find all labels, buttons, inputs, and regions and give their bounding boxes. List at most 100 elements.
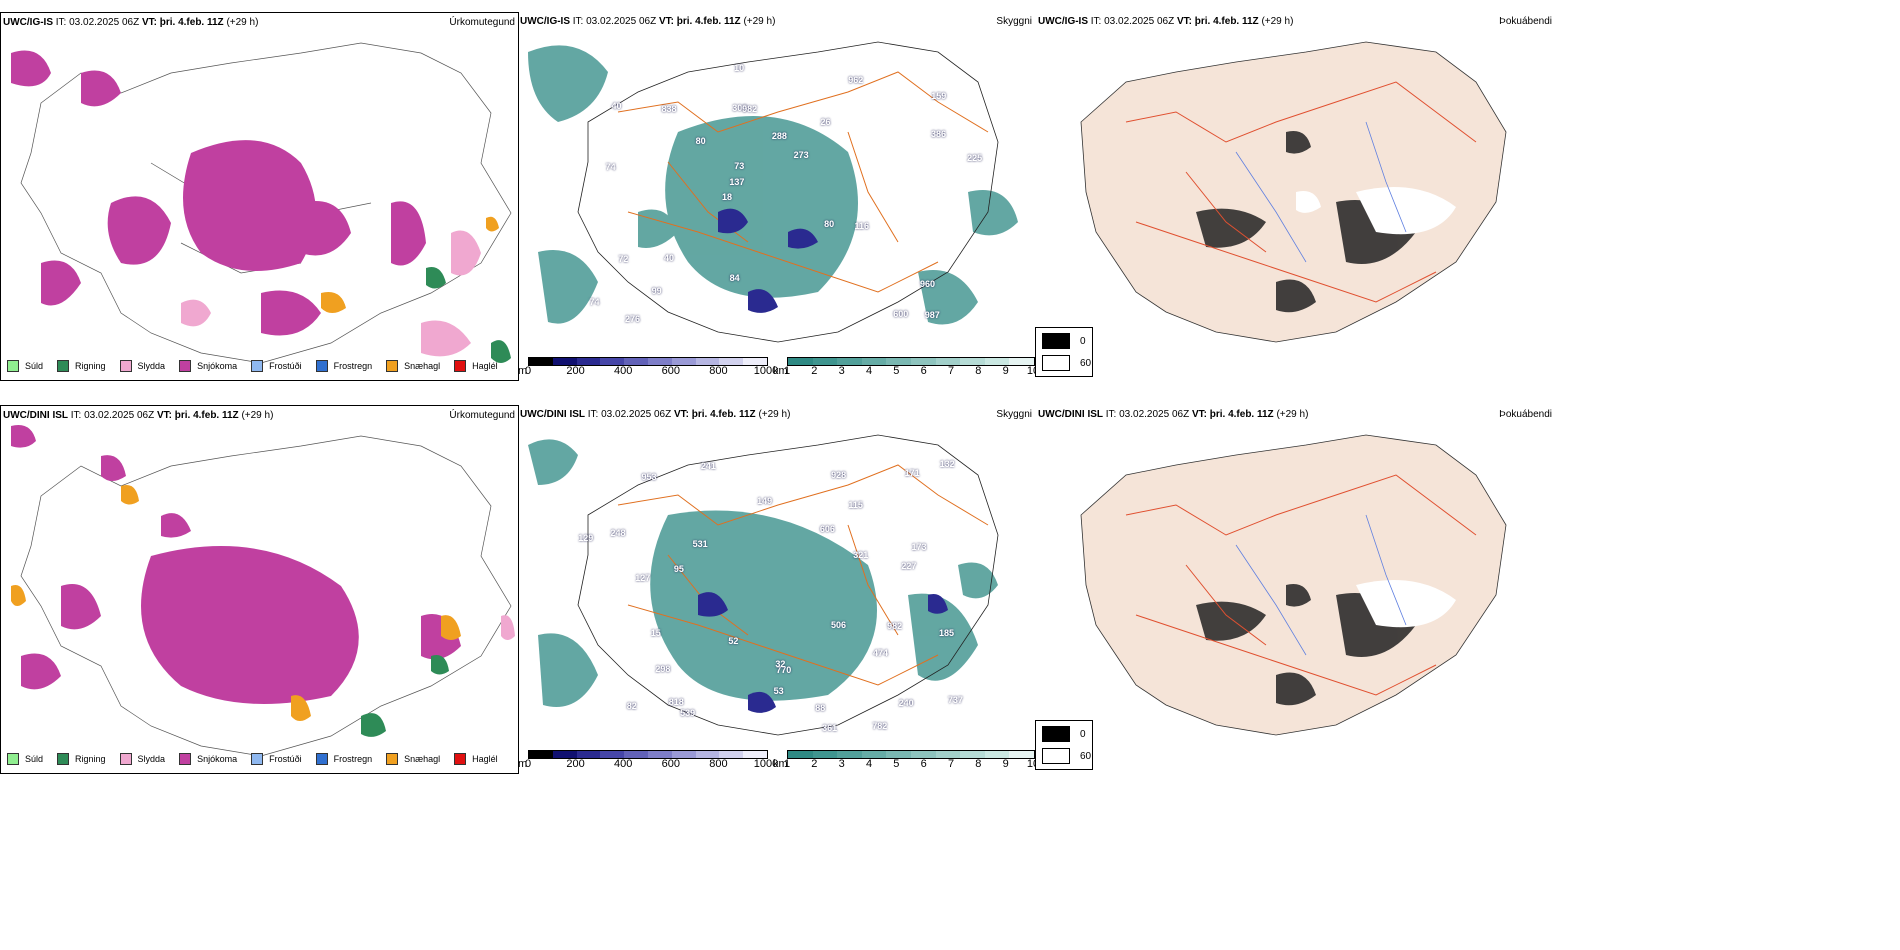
colorbar-tick: 2	[811, 365, 818, 377]
top-precip-map	[11, 42, 512, 364]
cloudbase-label: 18	[722, 192, 733, 203]
cloudbase-label: 185	[939, 627, 955, 638]
legend-item-frostúði: Frostúði	[251, 753, 302, 765]
cloudbase-label: 273	[793, 150, 809, 161]
cloudbase-label: 52	[728, 636, 739, 647]
cloudbase-label: 506	[830, 619, 846, 630]
cloudbase-label: 531	[692, 539, 708, 550]
panel-title: Þokuábendi	[1499, 409, 1552, 420]
top-cloud-map	[528, 41, 1018, 343]
cloudbase-label: 770	[776, 664, 792, 675]
cloudbase-label: 159	[931, 90, 947, 101]
cloudbase-label: 74	[589, 297, 600, 308]
panel-title: Þokuábendi	[1499, 16, 1552, 27]
cloudbase-label: 838	[661, 104, 677, 115]
cloudbase-label: 737	[947, 695, 963, 706]
cloudbase-label: 72	[618, 254, 629, 265]
cloudbase-label: 782	[872, 720, 888, 731]
legend-item-frostregn: Frostregn	[315, 360, 372, 372]
bottom-visibility-colorbar: km 1 2 3 4 5 6 7 8 9 10	[773, 750, 1039, 772]
cloudbase-label: 953	[641, 471, 657, 482]
cloudbase-label: 225	[967, 153, 983, 164]
cloudbase-label: 95	[673, 563, 684, 574]
colorbar-tick: 600	[661, 365, 680, 377]
legend-item-slydda: Slydda	[119, 360, 165, 372]
cloudbase-label: 361	[822, 722, 838, 733]
cloudbase-label: 80	[695, 136, 706, 146]
header-bottom-cloud: UWC/DINI ISL IT: 03.02.2025 06Z VT: þri.…	[520, 409, 791, 420]
bottom-fog-legend: 0 60	[1035, 720, 1093, 770]
top-fog-map	[1080, 41, 1507, 343]
legend-item-snjókoma: Snjókoma	[179, 753, 237, 765]
colorbar-tick: 9	[1002, 365, 1009, 377]
colorbar-tick: 800	[709, 365, 728, 377]
colorbar-tick: 1000	[753, 758, 779, 770]
legend-item-snæhagl: Snæhagl	[386, 360, 440, 372]
cloudbase-label: 298	[655, 663, 671, 674]
bottom-cloudbase-colorbar: m 0 200 400 600 800 1000	[518, 750, 778, 772]
colorbar-tick: 6	[920, 365, 927, 377]
colorbar-tick: 200	[566, 365, 585, 377]
legend-item-haglél: Haglél	[454, 360, 498, 372]
colorbar-tick: 4	[865, 365, 873, 377]
cloudbase-label: 288	[771, 130, 787, 141]
cloudbase-label: 960	[919, 278, 935, 289]
colorbar-tick: 0	[524, 758, 532, 770]
cloudbase-label: 137	[729, 176, 745, 187]
cloudbase-label: 99	[651, 285, 662, 296]
legend-item-súld: Súld	[7, 753, 43, 765]
header-top-fog: UWC/IG-IS IT: 03.02.2025 06Z VT: þri. 4.…	[1038, 16, 1294, 27]
cloudbase-label: 15	[650, 627, 661, 638]
panel-title: Úrkomutegund	[449, 17, 515, 28]
colorbar-tick: 200	[566, 758, 585, 770]
cloudbase-label: 129	[578, 533, 594, 544]
colorbar-tick: 400	[614, 758, 633, 770]
legend-item-snjókoma: Snjókoma	[179, 360, 237, 372]
cloudbase-label: 240	[898, 697, 914, 708]
top-fog-legend: 0 60	[1035, 327, 1093, 377]
bottom-cloud-panel: 185 782 770 82 32 531 241 115 361 227 506 171 129 321…	[518, 405, 1035, 772]
cloudbase-label: 149	[757, 495, 773, 506]
header-top-precip: UWC/IG-IS IT: 03.02.2025 06Z VT: þri. 4.…	[3, 17, 259, 28]
header-bottom-precip: UWC/DINI ISL IT: 03.02.2025 06Z VT: þri.…	[3, 410, 274, 421]
cloudbase-label: 276	[624, 313, 640, 324]
cloudbase-label: 88	[815, 702, 826, 713]
colorbar-tick: 9	[1002, 758, 1009, 770]
legend-item-súld: Súld	[7, 360, 43, 372]
cloudbase-label: 928	[831, 470, 847, 481]
model-name: UWC/IG-IS	[3, 17, 53, 28]
colorbar-tick: 800	[709, 758, 728, 770]
legend-item-frostregn: Frostregn	[315, 753, 372, 765]
cloudbase-label: 32	[775, 658, 786, 669]
cloudbase-label: 539	[680, 708, 696, 719]
precip-type-legend: Súld Rigning Slydda Snjókoma Frostúði Frostre…	[7, 360, 498, 372]
bottom-fog-map	[1080, 434, 1507, 736]
colorbar-tick: 0	[524, 365, 532, 377]
legend-item-rigning: Rigning	[57, 360, 106, 372]
cloudbase-label: 474	[873, 647, 889, 658]
colorbar-tick: 1	[783, 758, 791, 770]
cloudbase-label: 26	[820, 116, 831, 127]
cloudbase-label: 73	[734, 161, 745, 171]
cloudbase-label: 82	[626, 701, 637, 712]
cloudbase-label: 132	[939, 459, 955, 469]
precip-type-legend: Súld Rigning Slydda Snjókoma Frostúði Frostre…	[7, 753, 498, 765]
header-top-cloud: UWC/IG-IS IT: 03.02.2025 06Z VT: þri. 4.…	[520, 16, 776, 27]
colorbar-tick: 4	[865, 758, 873, 770]
cloudbase-label: 386	[931, 128, 947, 139]
legend-item-snæhagl: Snæhagl	[386, 753, 440, 765]
colorbar-tick: 8	[975, 365, 982, 377]
cloudbase-label: 987	[924, 309, 940, 320]
cloudbase-label: 818	[668, 696, 684, 707]
colorbar-tick: 8	[975, 758, 982, 770]
colorbar-tick: 7	[947, 758, 955, 770]
legend-item-haglél: Haglél	[454, 753, 498, 765]
cloudbase-label: 40	[611, 100, 622, 111]
cloudbase-label: 982	[887, 621, 903, 632]
cloudbase-label: 303	[732, 103, 748, 114]
cloudbase-label: 248	[610, 527, 626, 538]
top-precip-panel: UWC/IG-IS IT: 03.02.2025 06Z VT: þri. 4.…	[0, 12, 519, 381]
bottom-precip-map	[11, 425, 515, 757]
legend-item-frostúði: Frostúði	[251, 360, 302, 372]
bottom-cloud-map	[528, 434, 999, 736]
